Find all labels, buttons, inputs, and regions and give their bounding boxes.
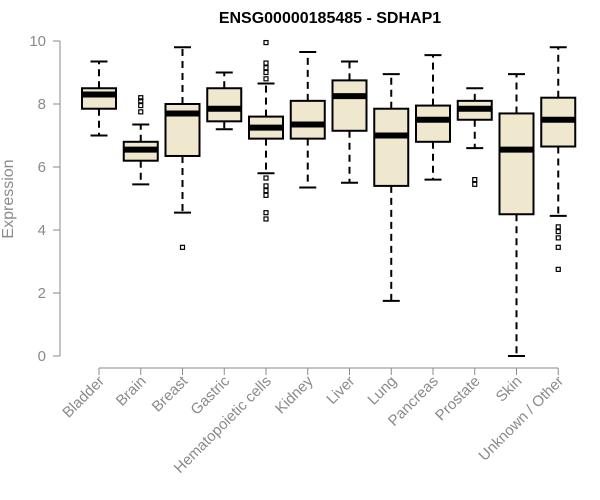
y-axis-label: Expression [0,159,17,238]
x-tick-label: Lung [364,373,400,409]
box-prostate [456,87,493,187]
box-iqr [331,79,368,132]
y-tick-label: 6 [38,159,46,176]
box-hematopoietic-cells [248,39,284,222]
y-tick-label: 8 [38,96,46,113]
x-tick-label: Skin [493,373,526,406]
x-tick-label: Brain [113,373,150,410]
outlier-point [555,244,561,250]
outlier-point [263,60,269,66]
y-tick-label: 10 [29,33,46,50]
box-breast [164,46,201,250]
outlier-point [472,181,478,187]
box-gastric [206,71,243,131]
outlier-point [138,109,144,115]
outlier-point [263,188,269,194]
outlier-point [263,39,269,46]
x-tick-label: Kidney [272,372,317,417]
box-iqr [498,112,535,216]
outlier-point [555,235,561,241]
box-pancreas [415,54,451,181]
box-iqr [289,99,326,140]
y-tick-label: 4 [38,222,46,239]
x-tick-label: Prostate [432,373,484,425]
outlier-point [138,98,144,104]
outlier-point [263,210,269,216]
outlier-point [472,177,478,183]
outlier-point [263,216,269,222]
box-iqr [415,104,451,143]
box-lung [373,73,410,302]
box-liver [331,60,368,184]
x-tick-label: Breast [149,372,192,415]
outlier-point [263,76,269,82]
y-tick-label: 2 [38,285,46,302]
outlier-point [555,266,561,272]
box-kidney [289,51,326,189]
outlier-point [263,69,269,76]
outlier-point [555,224,561,230]
box-iqr [81,87,117,110]
chart-title: ENSG00000185485 - SDHAP1 [219,10,441,27]
box-bladder [81,60,117,137]
y-tick-label: 0 [38,348,46,365]
outlier-point [179,244,186,250]
box-iqr [206,87,243,123]
outlier-point [138,95,144,101]
outlier-point [263,183,269,189]
outlier-point [263,192,269,198]
x-tick-label: Liver [323,373,358,408]
outlier-point [138,102,144,109]
outlier-point [263,65,269,71]
outlier-point [263,175,269,181]
box-brain [122,95,159,186]
x-tick-label: Bladder [59,373,108,422]
boxes-group [81,39,577,357]
box-skin [498,73,535,357]
outlier-point [555,228,561,235]
box-unknown-other [540,46,577,272]
y-axis: 0 2 4 6 8 10 [29,33,61,365]
box-iqr [373,107,410,187]
